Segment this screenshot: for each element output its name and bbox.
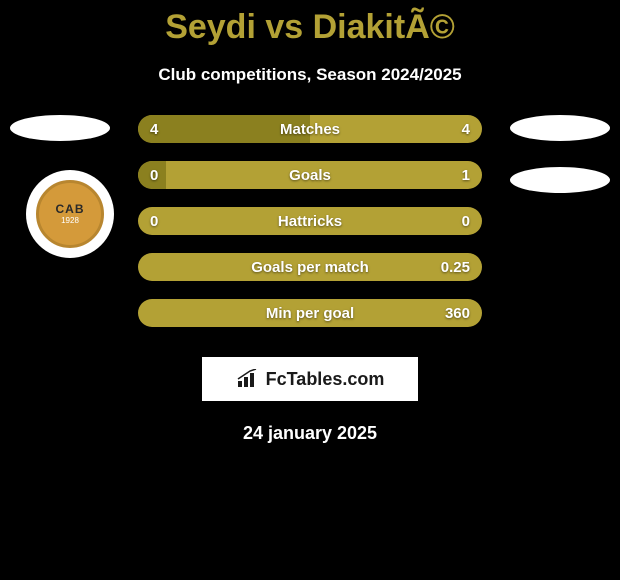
club-logo: CAB 1928 (26, 170, 114, 258)
stat-left-value: 0 (150, 167, 158, 184)
stat-right-value: 4 (462, 121, 470, 138)
stat-row: Goals per match 0.25 (138, 253, 482, 281)
subtitle: Club competitions, Season 2024/2025 (0, 65, 620, 85)
stat-label: Min per goal (266, 305, 354, 322)
stat-label: Goals (289, 167, 331, 184)
brand-text: FcTables.com (266, 369, 385, 390)
stat-label: Matches (280, 121, 340, 138)
stat-label: Goals per match (251, 259, 369, 276)
comparison-panel: CAB 1928 4 Matches 4 0 Goals 1 0 Hattric… (0, 115, 620, 444)
club-year: 1928 (61, 217, 79, 225)
stat-row: Min per goal 360 (138, 299, 482, 327)
bar-chart-icon (236, 369, 260, 389)
stat-right-value: 0.25 (441, 259, 470, 276)
stat-left-value: 4 (150, 121, 158, 138)
brand-box[interactable]: FcTables.com (202, 357, 418, 401)
stat-right-value: 1 (462, 167, 470, 184)
page-title: Seydi vs DiakitÃ© (0, 0, 620, 47)
stat-label: Hattricks (278, 213, 342, 230)
stat-row: 0 Hattricks 0 (138, 207, 482, 235)
club-logo-inner: CAB 1928 (36, 180, 104, 248)
stat-row: 0 Goals 1 (138, 161, 482, 189)
stat-left-value: 0 (150, 213, 158, 230)
date-text: 24 january 2025 (0, 423, 620, 444)
player-left-badge-1 (10, 115, 110, 141)
stat-right-value: 0 (462, 213, 470, 230)
player-right-badge-1 (510, 115, 610, 141)
stats-bars: 4 Matches 4 0 Goals 1 0 Hattricks 0 Goal… (138, 115, 482, 327)
stat-right-value: 360 (445, 305, 470, 322)
stat-row: 4 Matches 4 (138, 115, 482, 143)
club-abbr: CAB (56, 203, 85, 215)
player-right-badge-2 (510, 167, 610, 193)
